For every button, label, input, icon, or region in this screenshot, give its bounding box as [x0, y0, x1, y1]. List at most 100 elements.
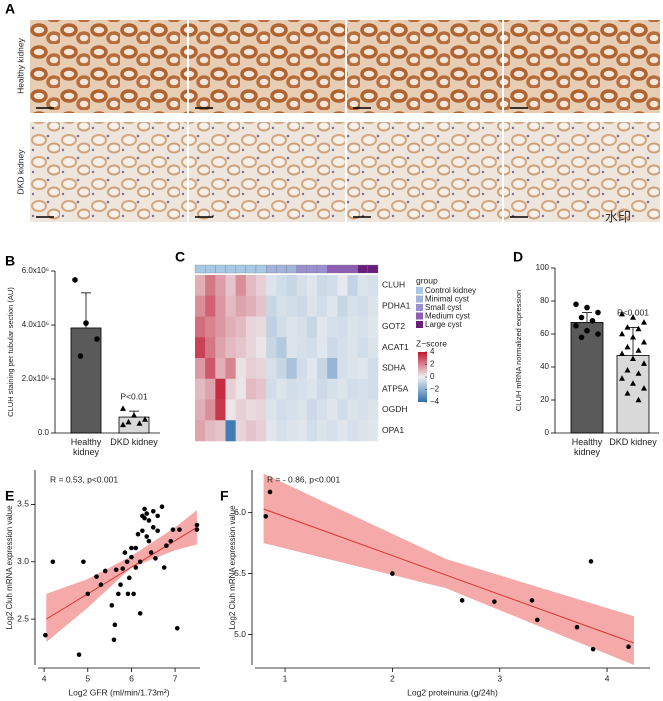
data-point: [177, 527, 182, 532]
heatmap-cell: [337, 378, 348, 400]
heatmap-cell: [266, 358, 277, 380]
data-point: [161, 565, 167, 570]
data-point: [137, 559, 143, 565]
micrograph: [504, 20, 660, 113]
x-tick-label: 4: [605, 673, 610, 683]
heatmap-cell: [317, 275, 328, 297]
heatmap-cell: [276, 295, 287, 317]
row-label: DKD kidney: [15, 149, 25, 195]
heatmap-cell: [306, 295, 318, 317]
data-point: [98, 582, 104, 588]
data-point: [155, 513, 160, 519]
data-point: [630, 380, 636, 386]
heatmap-cell: [276, 316, 287, 338]
heatmap-cell: [286, 378, 297, 400]
heatmap-cell: [256, 378, 267, 400]
y-tick-label: 40: [540, 362, 549, 371]
panel-label: C: [175, 249, 185, 265]
heatmap-cell: [357, 295, 369, 317]
data-point: [635, 347, 642, 353]
group-cell: [316, 264, 328, 274]
heatmap-cell: [245, 275, 257, 297]
heatmap-cell: [286, 295, 297, 317]
row-label: PDHA1: [382, 300, 411, 310]
panel-label: F: [220, 488, 229, 504]
heatmap-cell: [256, 358, 267, 380]
y-tick-label: 2.5: [17, 613, 29, 623]
heatmap-cell: [327, 295, 338, 317]
row-label: CLUH: [382, 280, 405, 290]
heatmap-cell: [245, 358, 257, 380]
data-point: [133, 545, 139, 551]
colorbar-tick-label: −2: [430, 385, 440, 394]
heatmap-cell: [205, 275, 216, 297]
heatmap-cell: [306, 337, 318, 359]
confidence-band: [46, 510, 197, 643]
data-point: [155, 528, 160, 534]
heatmap-cell: [296, 316, 308, 338]
colorbar-title: Z−score: [416, 338, 447, 348]
y-tick-label: 60: [540, 329, 549, 338]
data-point: [144, 511, 150, 516]
group-cell: [276, 264, 287, 274]
group-cell: [255, 264, 267, 274]
data-point: [635, 396, 642, 403]
annotation: R = 0.53, p<0.001: [50, 474, 118, 484]
data-point: [624, 390, 631, 396]
group-cell: [205, 264, 216, 274]
data-point: [641, 338, 647, 345]
heatmap-cell: [317, 295, 328, 317]
heatmap-cell: [195, 399, 206, 421]
data-point: [619, 330, 625, 337]
data-point: [174, 625, 180, 631]
heatmap-cell: [317, 316, 328, 338]
x-tick-label: 3: [497, 673, 502, 683]
heatmap-cell: [266, 399, 277, 421]
colorbar-tick-label: 2: [430, 360, 435, 369]
heatmap-cell: [205, 378, 216, 400]
heatmap-cell: [357, 358, 369, 380]
micrograph: [347, 20, 502, 113]
data-point: [263, 514, 269, 519]
heatmap-cell: [266, 316, 277, 338]
data-point: [50, 559, 56, 565]
heatmap-cell: [215, 337, 226, 359]
heatmap-cell: [245, 337, 257, 359]
heatmap-cell: [256, 275, 267, 297]
data-point: [118, 582, 123, 588]
heatmap-cell: [357, 316, 369, 338]
heatmap-cell: [296, 358, 308, 380]
heatmap-cell: [235, 399, 247, 421]
colorbar-tick-label: 0: [430, 372, 435, 381]
legend-label: Control kidney: [425, 286, 476, 295]
heatmap-cell: [347, 358, 358, 380]
row-label: Healthy kidney: [15, 37, 25, 94]
data-point: [109, 603, 115, 608]
data-point: [641, 319, 647, 325]
heatmap-cell: [347, 420, 358, 442]
heatmap-cell: [195, 316, 206, 338]
data-point: [578, 334, 585, 341]
heatmap-cell: [225, 358, 236, 380]
heatmap-cell: [327, 275, 338, 297]
heatmap-cell: [245, 295, 257, 317]
bar: [616, 355, 650, 434]
heatmap-cell: [215, 378, 226, 400]
y-tick-label: 6.0: [234, 507, 246, 517]
data-point: [584, 327, 590, 334]
heatmap-cell: [276, 420, 287, 442]
data-point: [492, 599, 497, 604]
heatmap-cell: [245, 378, 257, 400]
heatmap-cell: [235, 420, 247, 442]
row-label: OPA1: [382, 425, 404, 435]
heatmap-cell: [276, 337, 287, 359]
heatmap-cell: [235, 358, 247, 380]
heatmap-cell: [225, 399, 236, 421]
heatmap-cell: [347, 275, 358, 297]
heatmap-cell: [317, 420, 328, 442]
data-point: [641, 385, 647, 391]
heatmap-cell: [266, 295, 277, 317]
heatmap-cell: [286, 420, 297, 442]
group-cell: [306, 264, 318, 274]
annotation: R = - 0.86, p<0.001: [267, 474, 341, 484]
